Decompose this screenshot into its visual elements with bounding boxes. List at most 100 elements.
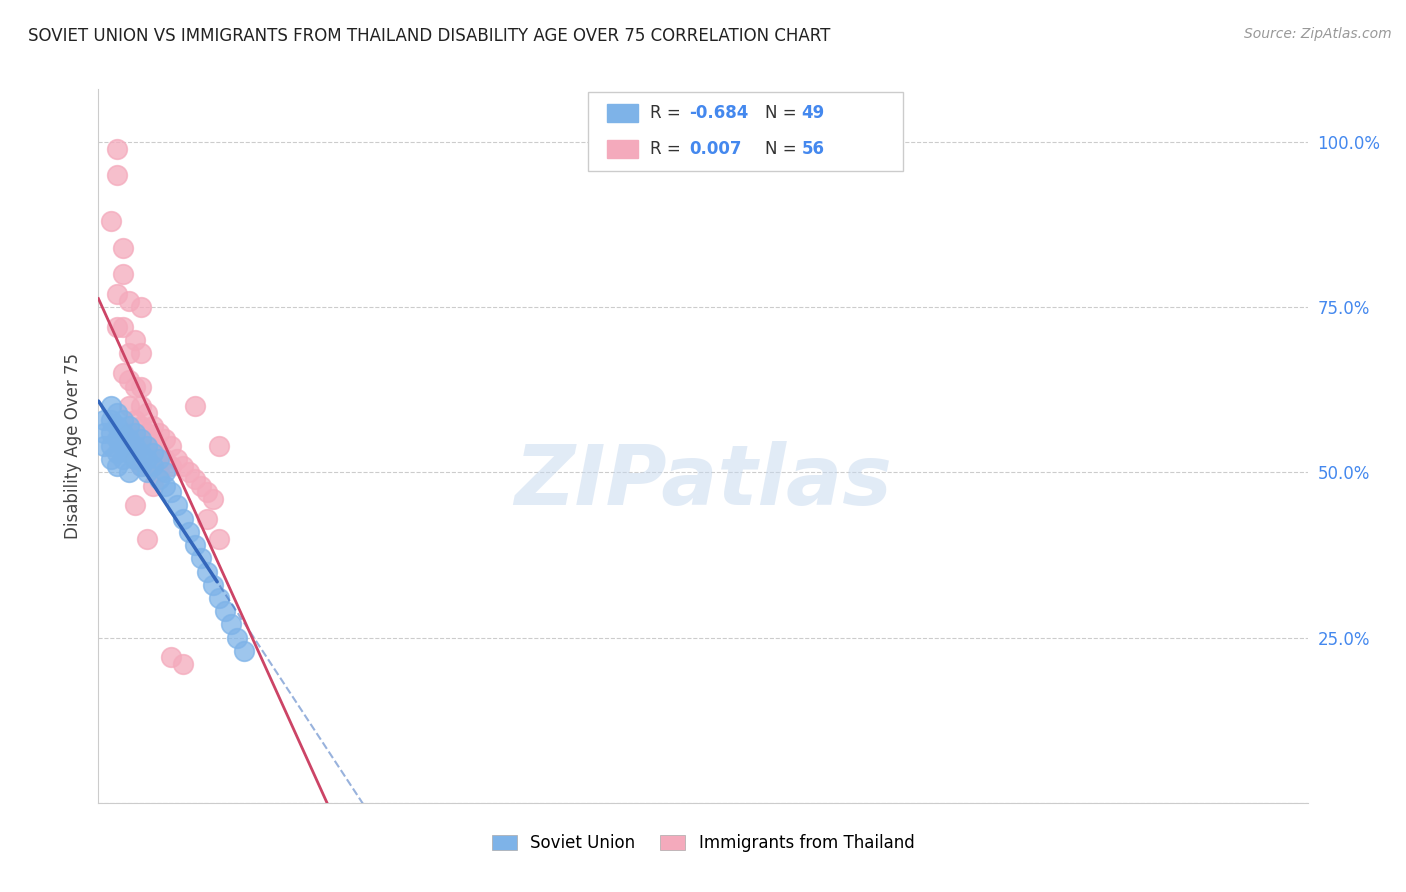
Point [179, 524, 201, 539]
Point [148, 466, 170, 480]
Point [160, 650, 183, 665]
Point [118, 373, 141, 387]
Point [124, 379, 146, 393]
Point [135, 452, 157, 467]
Point [93, 425, 115, 440]
Point [202, 578, 225, 592]
Point [124, 439, 146, 453]
Point [111, 320, 134, 334]
Text: R =: R = [650, 104, 686, 122]
Text: R =: R = [650, 140, 690, 158]
Point [226, 631, 249, 645]
Point [129, 419, 152, 434]
Point [160, 458, 183, 473]
Point [129, 445, 152, 459]
Point [111, 267, 134, 281]
Point [135, 466, 157, 480]
Point [142, 458, 165, 473]
Point [208, 532, 231, 546]
Text: N =: N = [765, 104, 801, 122]
Point [118, 293, 141, 308]
Point [111, 425, 134, 440]
Point [105, 142, 128, 156]
Point [100, 425, 122, 440]
Point [105, 458, 128, 473]
Point [148, 445, 170, 459]
Point [135, 532, 157, 546]
Point [129, 379, 152, 393]
Text: Source: ZipAtlas.com: Source: ZipAtlas.com [1244, 27, 1392, 41]
Point [195, 511, 218, 525]
Text: 56: 56 [801, 140, 824, 158]
Point [124, 433, 146, 447]
Point [129, 433, 152, 447]
Point [142, 419, 165, 434]
Point [100, 400, 122, 414]
Point [118, 419, 141, 434]
Point [111, 452, 134, 467]
Point [124, 452, 146, 467]
Point [142, 458, 165, 473]
Point [172, 657, 194, 671]
Point [118, 400, 141, 414]
Point [153, 433, 176, 447]
Point [135, 439, 157, 453]
Point [129, 346, 152, 360]
Point [195, 485, 218, 500]
Point [184, 400, 207, 414]
Point [148, 452, 170, 467]
Point [111, 439, 134, 453]
Point [105, 287, 128, 301]
Point [118, 425, 141, 440]
Point [105, 433, 128, 447]
Point [202, 491, 225, 506]
Point [214, 604, 236, 618]
Point [118, 445, 141, 459]
Point [190, 551, 212, 566]
Text: -0.684: -0.684 [689, 104, 748, 122]
Point [195, 565, 218, 579]
Point [221, 617, 243, 632]
Point [124, 333, 146, 347]
Point [148, 425, 170, 440]
Point [129, 439, 152, 453]
Point [142, 478, 165, 492]
Point [166, 452, 188, 467]
Point [142, 439, 165, 453]
Point [129, 458, 152, 473]
Point [118, 433, 141, 447]
Point [172, 511, 194, 525]
Text: N =: N = [765, 140, 801, 158]
Point [160, 485, 183, 500]
Text: 49: 49 [801, 104, 825, 122]
Point [166, 499, 188, 513]
Point [118, 466, 141, 480]
Point [208, 439, 231, 453]
Point [184, 538, 207, 552]
Point [105, 406, 128, 420]
Point [105, 445, 128, 459]
Point [93, 412, 115, 426]
Point [135, 425, 157, 440]
Point [232, 644, 254, 658]
Point [118, 346, 141, 360]
Point [100, 214, 122, 228]
Point [179, 466, 201, 480]
Text: 0.007: 0.007 [689, 140, 741, 158]
Point [105, 320, 128, 334]
Point [93, 439, 115, 453]
Text: ZIPatlas: ZIPatlas [515, 442, 891, 522]
Point [184, 472, 207, 486]
Point [142, 445, 165, 459]
Point [105, 419, 128, 434]
Point [153, 452, 176, 467]
Point [142, 433, 165, 447]
Point [208, 591, 231, 605]
Point [129, 400, 152, 414]
Point [100, 452, 122, 467]
Point [160, 439, 183, 453]
Point [111, 412, 134, 426]
Point [190, 478, 212, 492]
Point [100, 439, 122, 453]
Point [100, 412, 122, 426]
